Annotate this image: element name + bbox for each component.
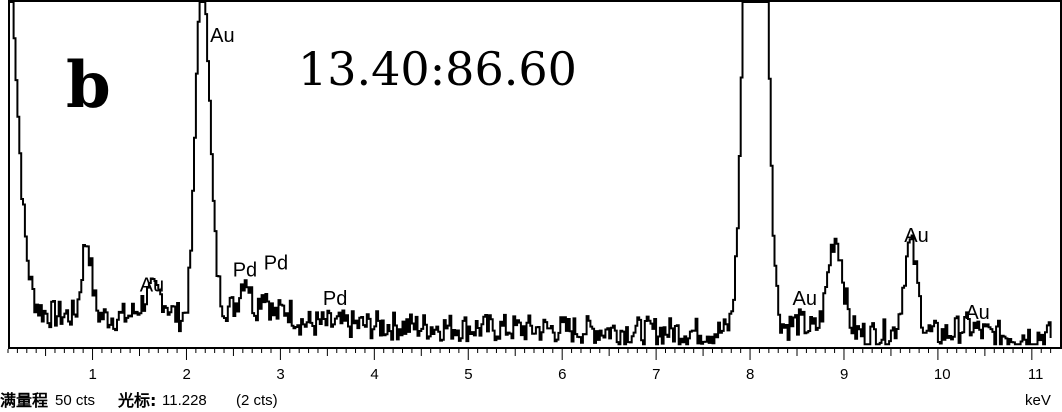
panel-label: b (66, 48, 111, 123)
x-axis-tick-labels: 1 2 3 4 5 6 7 8 9 10 11 (89, 366, 1044, 383)
x-tick-label: 4 (370, 366, 378, 383)
x-tick-label: 7 (652, 366, 660, 383)
cursor-value: 11.228 (162, 392, 207, 409)
spectrum-line (9, 1, 1052, 346)
cursor-counts: (2 cts) (236, 392, 278, 409)
x-tick-label: 2 (182, 366, 190, 383)
composition-ratio: 13.40:86.60 (298, 42, 577, 96)
plot-frame (8, 0, 1062, 349)
peak-label: Au (904, 225, 928, 247)
x-axis-ticks (7, 349, 1052, 360)
x-tick-label: 8 (746, 366, 754, 383)
x-tick-label: 9 (840, 366, 848, 383)
x-tick-label: 1 (89, 366, 97, 383)
x-tick-label: 3 (276, 366, 284, 383)
peak-label: Au (210, 25, 234, 47)
full-scale-value: 50 cts (55, 392, 95, 409)
peak-label: Au (140, 274, 164, 296)
peak-label: Au (965, 302, 989, 324)
peak-label: Pd (233, 259, 257, 281)
peak-label: Pd (264, 253, 288, 275)
x-tick-label: 6 (558, 366, 566, 383)
cursor-label: 光标: (117, 391, 156, 410)
peak-label: Au (793, 288, 817, 310)
full-scale-label: 满量程 (0, 391, 48, 410)
x-tick-label: 5 (464, 366, 472, 383)
x-axis-unit: keV (1025, 392, 1051, 409)
x-tick-label: 10 (934, 366, 951, 383)
peak-labels: Au Au Pd Pd Pd Au Au Au (140, 25, 990, 324)
peak-label: Pd (323, 288, 347, 310)
x-tick-label: 11 (1028, 366, 1044, 383)
